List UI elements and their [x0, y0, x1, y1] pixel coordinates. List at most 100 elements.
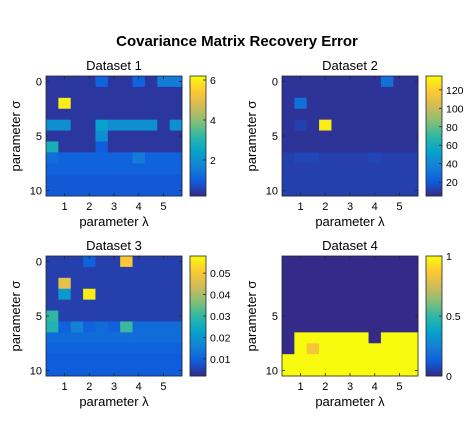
heatmap-cell: 0.021 — [58, 288, 72, 301]
colorbar-segment — [190, 138, 206, 141]
colorbar-segment — [426, 328, 442, 331]
heatmap-cell: 8 — [294, 76, 308, 88]
colorbar-segment — [426, 350, 442, 353]
heatmap-cell: 12 — [380, 163, 394, 175]
colorbar-segment — [190, 118, 206, 121]
colorbar-segment — [426, 276, 442, 279]
heatmap-cell: 8 — [282, 86, 295, 99]
heatmap-cell: 0.4 — [58, 141, 72, 153]
colorbar-segment — [190, 160, 206, 163]
heatmap-cell: 1 — [319, 343, 332, 355]
colorbar-segment — [426, 124, 442, 127]
heatmap-cell: 12 — [380, 152, 394, 164]
heatmap-cell: 0.005 — [120, 288, 133, 301]
colorbar-segment — [426, 110, 442, 113]
colorbar-segment — [190, 148, 206, 151]
heatmap-cell: 0.005 — [58, 256, 72, 268]
heatmap-cell: 12 — [356, 174, 369, 186]
heatmap-cell: 0 — [306, 321, 320, 333]
colorbar-segment — [426, 348, 442, 351]
heatmap-cell: 0.009 — [95, 354, 109, 366]
colorbar-segment — [426, 334, 442, 337]
heatmap-cell: 0.4 — [157, 119, 171, 131]
heatmap-cell: 12 — [356, 152, 369, 164]
colorbar: 2 4 6 — [189, 75, 216, 197]
colorbar-segment — [426, 340, 442, 343]
heatmap-cell: 1.1 — [95, 152, 109, 164]
colorbar-segment — [426, 88, 442, 91]
colorbar-segment — [190, 96, 206, 99]
colorbar-segment — [190, 154, 206, 157]
colorbar-segment — [190, 318, 206, 321]
colorbar-segment — [190, 256, 206, 259]
panel-title: Dataset 2 — [322, 58, 378, 73]
heatmap-cell: 1 — [368, 365, 382, 377]
heatmap-cell: 12 — [368, 163, 382, 175]
heatmap-cell: 0.005 — [107, 299, 121, 311]
colorbar-segment — [426, 360, 442, 363]
heatmap-cell: 12 — [282, 185, 295, 197]
colorbar-segment — [426, 338, 442, 341]
colorbar-tick-label: 120 — [446, 85, 464, 97]
heatmap-cell: 0.4 — [120, 86, 133, 99]
heatmap-cell: 0.012 — [169, 321, 183, 333]
heatmap-cell: 0.4 — [157, 130, 171, 142]
colorbar-segment — [190, 100, 206, 103]
colorbar-tick-label: 6 — [210, 75, 216, 87]
heatmap-cell: 0.4 — [132, 108, 146, 121]
heatmap-cell: 0.012 — [120, 332, 133, 344]
heatmap-cell: 0.012 — [95, 321, 109, 333]
heatmap-cell: 1.1 — [95, 76, 109, 88]
heatmap-cell: 1.1 — [120, 163, 133, 175]
colorbar-segment — [426, 144, 442, 147]
heatmap-cell: 14 — [294, 152, 308, 164]
heatmap-cell: 0.012 — [58, 332, 72, 344]
x-tick-label: 2 — [86, 201, 92, 213]
heatmap-cell: 0.009 — [120, 365, 133, 377]
heatmap-cell: 8 — [306, 76, 320, 88]
heatmap-cell: 0.9 — [157, 185, 171, 197]
heatmap-cell: 8 — [343, 141, 357, 153]
heatmap-cell: 1.3 — [46, 152, 59, 164]
colorbar-segment — [190, 156, 206, 159]
colorbar-segment — [190, 106, 206, 109]
colorbar-tick-label: 0.03 — [210, 311, 231, 323]
heatmap-cell: 0.9 — [144, 185, 158, 197]
heatmap-cell: 0.9 — [120, 185, 133, 197]
heatmap-cell: 0 — [294, 321, 308, 333]
heatmap-cell: 1 — [282, 365, 295, 377]
heatmap-cell: 8 — [368, 119, 382, 131]
heatmap-cell: 0.4 — [83, 108, 96, 121]
heatmap-cell: 0 — [368, 332, 382, 344]
heatmap-cell: 0.9 — [46, 185, 59, 197]
heatmap-cell: 0 — [405, 256, 419, 268]
heatmap-cell: 0.005 — [95, 277, 109, 290]
heatmap-cell: 0 — [282, 310, 295, 322]
heatmap-cell: 12 — [405, 152, 419, 164]
heatmap-cell: 0 — [343, 288, 357, 301]
colorbar-segment — [190, 158, 206, 161]
heatmap-cell: 0 — [282, 266, 295, 279]
colorbar-segment — [426, 102, 442, 105]
heatmap-cell: 12 — [343, 152, 357, 164]
heatmap-cell: 0 — [294, 299, 308, 311]
heatmap-cell: 1.6 — [157, 76, 171, 88]
heatmap-cell: 8 — [393, 130, 407, 142]
heatmap-cell: 0 — [306, 277, 320, 290]
heatmap-cell: 0.012 — [169, 332, 183, 344]
colorbar-segment — [190, 192, 206, 195]
colorbar-segment — [190, 136, 206, 139]
colorbar-segment — [190, 112, 206, 115]
colorbar-segment — [426, 374, 442, 377]
heatmap-cell: 8 — [368, 76, 382, 88]
colorbar-segment — [426, 114, 442, 117]
heatmap-cell: 8 — [331, 97, 345, 110]
heatmap-cell: 0 — [343, 321, 357, 333]
colorbar-segment — [190, 358, 206, 361]
heatmap-cell: 30 — [380, 76, 394, 88]
panel-title: Dataset 4 — [322, 238, 378, 253]
heatmap-cell: 8 — [368, 141, 382, 153]
colorbar-segment — [426, 280, 442, 283]
colorbar-segment — [426, 372, 442, 375]
heatmap-cell: 12 — [405, 174, 419, 186]
